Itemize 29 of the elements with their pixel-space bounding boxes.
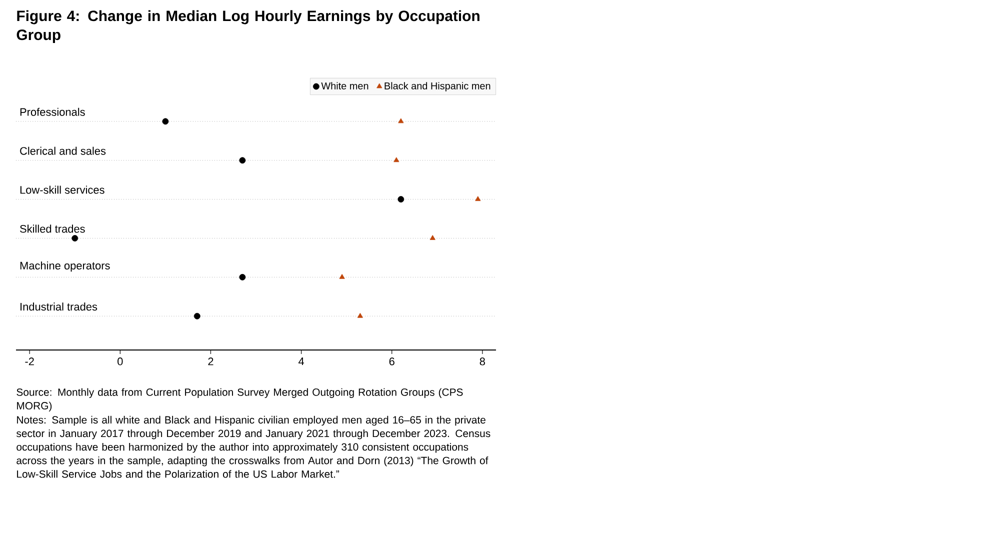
point	[162, 118, 169, 125]
point	[239, 157, 246, 164]
point	[394, 157, 400, 162]
point	[72, 235, 78, 242]
chart-title: Figure 4: Change in Median Log Hourly Earnings by Occupation Group	[16, 10, 480, 44]
y-tick-label: Industrial trades	[20, 302, 98, 311]
point	[194, 312, 200, 320]
text: Notes: Sample is all white and Black and Hispanic civilian employed men aged 16–65 in the private sector in January 2017 through December 2019 and January 2021 through December 2023. Census occupations have been harmonized by the author into approximately 310 consistent occupations across the years in the sample, adapting the crosswalks from Autor and Dorn (2013) “The Growth of Low-Skill Service Jobs and the Polarization of the US Labor Market.”	[16, 416, 490, 478]
x-tick-label: 4	[298, 358, 304, 366]
x-tick-label: 8	[480, 358, 485, 366]
y-tick-label: Professionals	[20, 108, 85, 116]
point	[398, 118, 404, 124]
x-tick-label: 2	[208, 358, 214, 366]
point	[357, 312, 363, 318]
y-tick-label: Machine operators	[20, 261, 110, 272]
point	[398, 196, 404, 202]
point	[475, 196, 481, 201]
point	[430, 235, 436, 240]
point	[339, 274, 345, 279]
x-tick-label: 0	[118, 358, 123, 366]
legend-label: Black and Hispanic men	[384, 82, 490, 92]
point	[239, 274, 246, 280]
y-tick-label: Low-skill services	[20, 186, 104, 194]
y-tick-label: Clerical and sales	[20, 146, 106, 155]
source-note: Source: Monthly data from Current Population Survey Merged Outgoing Rotation Groups (CPS MORG)	[16, 388, 463, 412]
x-tick-label: 6	[389, 358, 394, 366]
x-tick-label: -2	[25, 358, 34, 366]
y-tick-label: Skilled trades	[20, 224, 85, 233]
legend-label: White men	[321, 82, 368, 90]
